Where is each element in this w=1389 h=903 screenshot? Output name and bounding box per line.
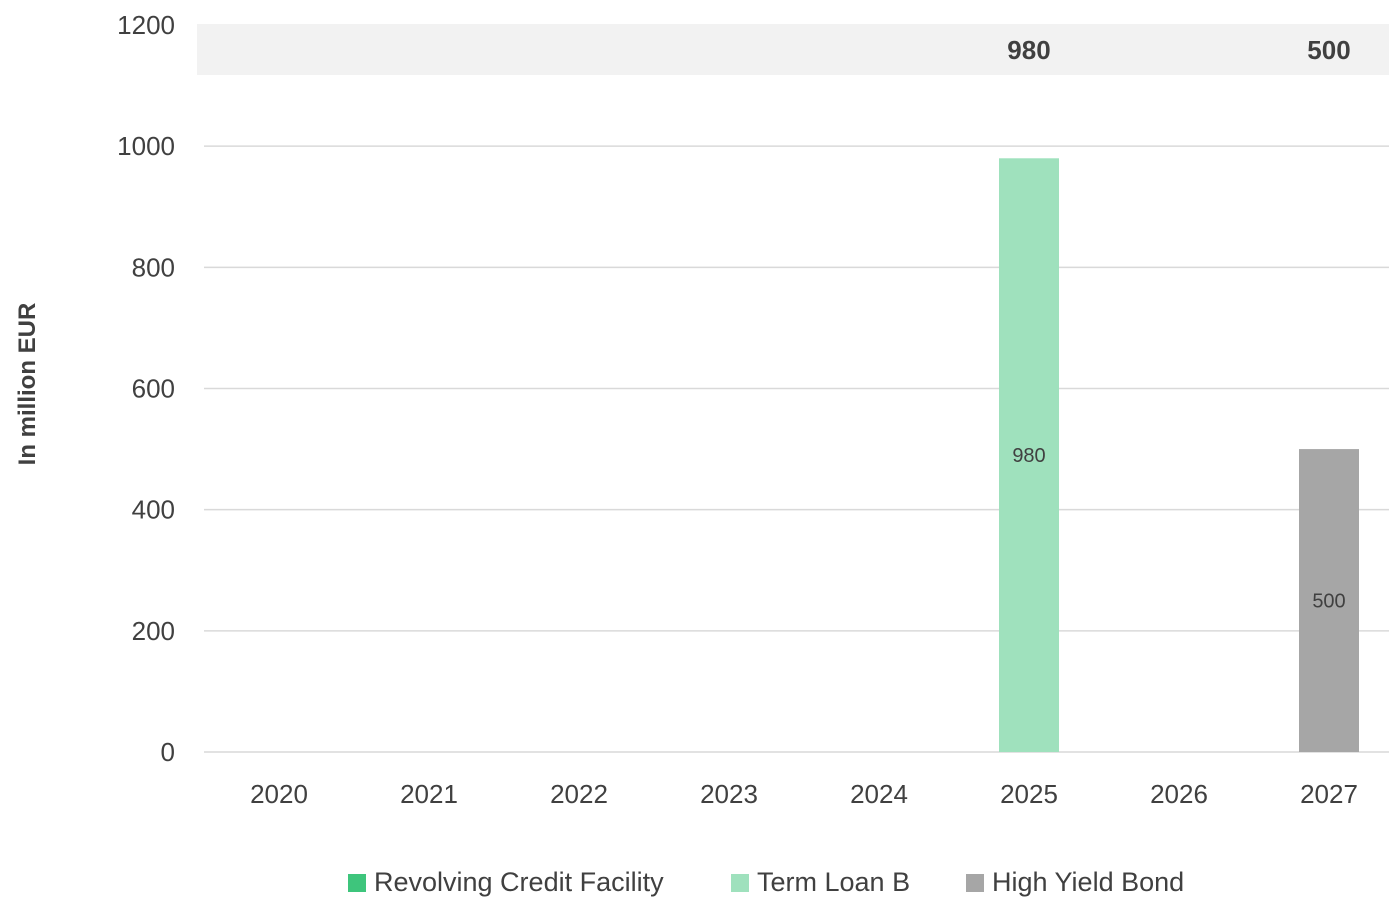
totals-band (197, 24, 1389, 75)
y-tick-label: 800 (132, 252, 175, 282)
total-labels: 980 500 (1007, 35, 1350, 65)
totals-band-layer (197, 24, 1389, 75)
x-tick-label: 2023 (700, 779, 758, 809)
y-tick-label: 400 (132, 495, 175, 525)
x-tick-label: 2026 (1150, 779, 1208, 809)
legend-swatch (966, 874, 984, 892)
legend: Revolving Credit Facility Term Loan B High… (348, 867, 1184, 897)
legend-item: Revolving Credit Facility (348, 867, 664, 897)
legend-swatch (731, 874, 749, 892)
bar-high-yield-bond (1299, 449, 1359, 752)
legend-label: High Yield Bond (992, 867, 1184, 897)
y-axis-ticks: 0 200 400 600 800 1000 1200 (117, 10, 175, 767)
y-tick-label: 200 (132, 616, 175, 646)
y-axis-label: In million EUR (14, 303, 41, 466)
legend-label: Revolving Credit Facility (374, 867, 664, 897)
bars: 980 500 (999, 158, 1359, 753)
x-tick-label: 2024 (850, 779, 908, 809)
x-tick-label: 2021 (400, 779, 458, 809)
x-tick-label: 2020 (250, 779, 308, 809)
bar-term-loan-b (999, 158, 1059, 753)
legend-swatch (348, 874, 366, 892)
x-tick-label: 2027 (1300, 779, 1358, 809)
data-label: 980 (1012, 445, 1045, 467)
y-tick-label: 1000 (117, 131, 175, 161)
x-tick-label: 2025 (1000, 779, 1058, 809)
legend-item: High Yield Bond (966, 867, 1184, 897)
legend-label: Term Loan B (757, 867, 910, 897)
legend-item: Term Loan B (731, 867, 910, 897)
total-label: 980 (1007, 35, 1050, 65)
data-label: 500 (1312, 591, 1345, 613)
y-tick-label: 0 (161, 737, 175, 767)
y-tick-label: 600 (132, 374, 175, 404)
gridlines (204, 145, 1389, 753)
x-tick-label: 2022 (550, 779, 608, 809)
total-label: 500 (1307, 35, 1350, 65)
y-tick-label: 1200 (117, 10, 175, 40)
x-axis-ticks: 2020 2021 2022 2023 2024 2025 2026 2027 (250, 779, 1358, 809)
